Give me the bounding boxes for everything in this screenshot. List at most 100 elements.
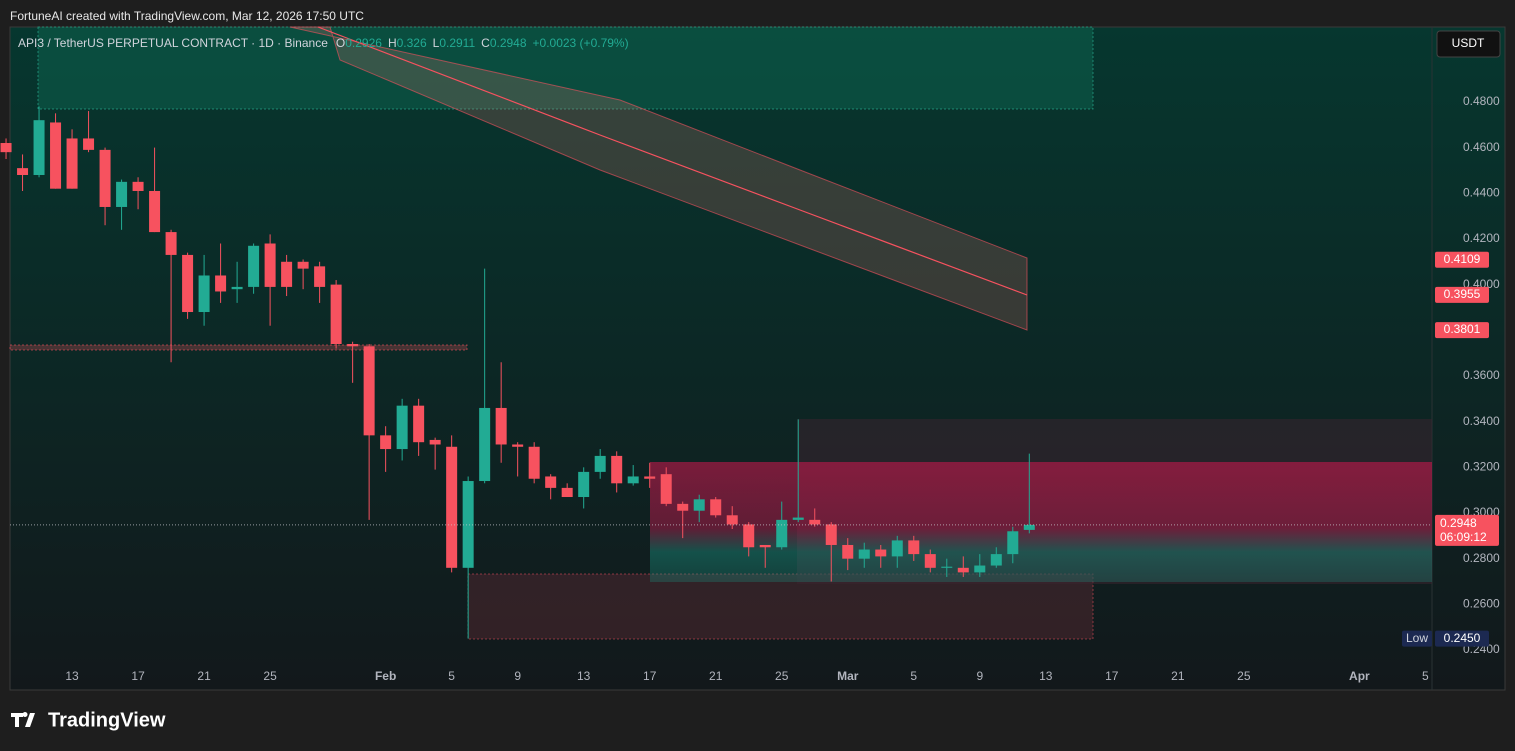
candle-body <box>396 405 408 450</box>
legend-value: 0.2948 <box>490 36 527 50</box>
candle-body <box>446 446 458 568</box>
x-tick-label: 9 <box>514 669 521 683</box>
candle-body <box>50 122 62 189</box>
candle-body <box>545 476 557 488</box>
candle-body <box>561 487 573 498</box>
supply-zone <box>37 26 1094 110</box>
candle-body <box>710 499 722 516</box>
candle-body <box>578 471 590 498</box>
x-tick-label: 17 <box>1105 669 1119 683</box>
legend: API3 / TetherUS PERPETUAL CONTRACT · 1D … <box>18 36 629 50</box>
candle-body <box>990 554 1002 566</box>
x-tick-label: 25 <box>1237 669 1251 683</box>
candle-body <box>594 455 606 472</box>
low-tag-box <box>1402 630 1432 647</box>
candle-body <box>891 540 903 557</box>
candle-body <box>83 138 95 150</box>
candle-body <box>182 254 194 313</box>
symbol: API3 / TetherUS PERPETUAL CONTRACT · 1D … <box>18 36 328 50</box>
candle-body <box>165 232 177 255</box>
x-tick-label: 5 <box>910 669 917 683</box>
candle-body <box>429 439 441 445</box>
candle-body <box>347 343 359 347</box>
candle-body <box>231 286 243 290</box>
y-tick-label: 0.3200 <box>1463 459 1500 473</box>
candle-body <box>759 544 771 548</box>
candle-body <box>726 515 738 525</box>
candle-body <box>941 566 953 568</box>
candle-body <box>479 407 491 482</box>
candle-body <box>363 346 375 436</box>
last-price-box <box>1435 514 1499 546</box>
candle-body <box>809 519 821 525</box>
candle-body <box>792 517 804 520</box>
x-tick-label: 5 <box>448 669 455 683</box>
currency-button[interactable] <box>1436 30 1501 58</box>
candle-body <box>0 143 12 153</box>
legend-value: 0.2911 <box>439 36 475 50</box>
x-tick-label: Mar <box>837 669 859 683</box>
demand-zone <box>467 573 1094 640</box>
candle-body <box>297 261 309 269</box>
candle-body <box>264 243 276 287</box>
legend-value: 0.2926 <box>345 36 382 50</box>
candle-body <box>677 503 689 511</box>
last-price-label: 0.2948 <box>1440 516 1477 530</box>
y-tick-label: 0.4200 <box>1463 231 1500 245</box>
candle-body <box>462 481 474 568</box>
candle-body <box>644 476 656 479</box>
price-label-box <box>1435 251 1489 268</box>
y-tick-label: 0.2600 <box>1463 597 1500 611</box>
x-tick-label: 9 <box>976 669 983 683</box>
legend-label: O <box>336 36 345 50</box>
low-value: 0.2450 <box>1444 631 1481 645</box>
x-tick-label: 17 <box>131 669 145 683</box>
attribution: FortuneAI created with TradingView.com, … <box>10 9 364 23</box>
candle-body <box>149 190 161 233</box>
legend-label: C <box>481 36 490 50</box>
candle-body <box>380 435 392 450</box>
low-value-box <box>1435 630 1489 647</box>
brand-logo <box>11 712 35 727</box>
x-tick-label: 13 <box>1039 669 1053 683</box>
channel-mid <box>317 26 1028 296</box>
x-tick-label: 21 <box>197 669 211 683</box>
candle-body <box>743 524 755 548</box>
candle-body <box>198 275 210 313</box>
candle-body <box>1007 531 1019 555</box>
candle-body <box>66 138 78 189</box>
candle-body <box>132 181 144 191</box>
candle-body <box>974 565 986 573</box>
x-tick-label: 21 <box>709 669 723 683</box>
price-label: 0.4109 <box>1444 252 1481 266</box>
legend-label: H <box>388 36 397 50</box>
data-layer: 0.48000.46000.44000.42000.40000.36000.34… <box>0 94 1500 683</box>
channel-band <box>289 26 1028 331</box>
candle-body <box>1023 524 1035 530</box>
legend-label: L <box>433 36 440 50</box>
price-label: 0.3955 <box>1444 287 1481 301</box>
candle-body <box>660 474 672 504</box>
brand: TradingView <box>48 709 166 731</box>
candle-body <box>116 181 128 207</box>
x-tick-label: 21 <box>1171 669 1185 683</box>
x-tick-label: 13 <box>65 669 79 683</box>
candle-body <box>17 168 29 175</box>
candle-body <box>611 455 623 484</box>
currency: USDT <box>1452 36 1485 50</box>
candle-body <box>99 149 111 207</box>
y-tick-label: 0.4400 <box>1463 185 1500 199</box>
x-tick-label: Feb <box>375 669 396 683</box>
price-label-box <box>1435 322 1489 339</box>
legend-change: +0.0023 (+0.79%) <box>533 36 629 50</box>
legend-value: 0.326 <box>397 36 427 50</box>
x-tick-label: 13 <box>577 669 591 683</box>
volume-profile <box>650 462 1432 582</box>
candle-body <box>858 549 870 559</box>
candle-body <box>957 567 969 573</box>
candle-body <box>495 407 507 445</box>
candle-body <box>215 275 227 292</box>
y-tick-label: 0.3600 <box>1463 368 1500 382</box>
candle-body <box>825 524 837 545</box>
